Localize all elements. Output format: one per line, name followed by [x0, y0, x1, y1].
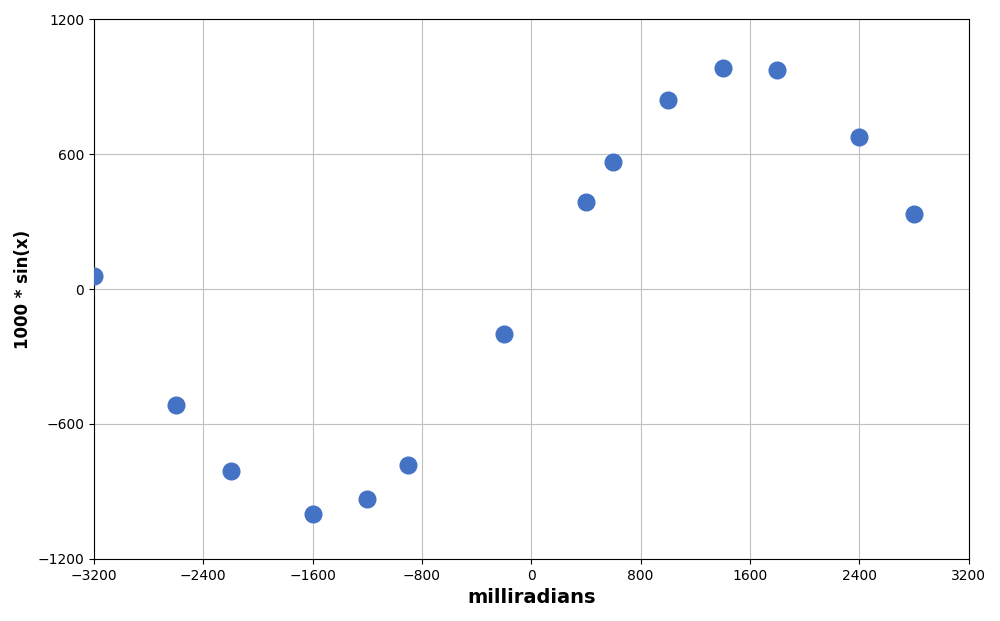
Point: [359, 494, 375, 504]
Point: [496, 329, 512, 338]
Point: [605, 157, 621, 167]
Point: [86, 271, 102, 281]
Point: [715, 63, 731, 73]
Point: [168, 400, 184, 410]
Point: [400, 460, 416, 470]
Point: [660, 95, 676, 105]
Point: [578, 197, 594, 207]
X-axis label: milliradians: milliradians: [467, 588, 596, 607]
Point: [223, 466, 239, 476]
Point: [305, 509, 321, 519]
Point: [906, 209, 922, 219]
Y-axis label: 1000 * sin(x): 1000 * sin(x): [14, 230, 32, 348]
Point: [851, 132, 867, 142]
Point: [769, 65, 785, 75]
